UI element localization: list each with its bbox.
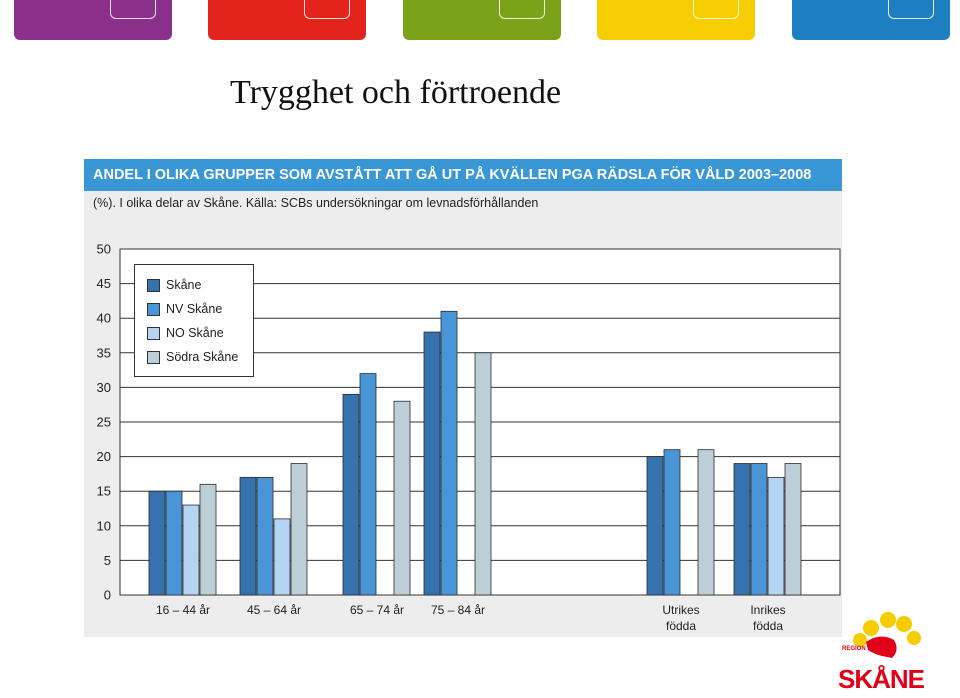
- bar: [290, 463, 308, 596]
- tab-notch: [499, 0, 545, 19]
- y-tick-label: 5: [104, 553, 111, 568]
- legend-label: Södra Skåne: [166, 350, 239, 364]
- bar: [697, 449, 715, 596]
- legend-item: NV Skåne: [147, 297, 253, 321]
- header-tab-blue: [792, 0, 950, 40]
- y-tick-label: 25: [97, 415, 111, 430]
- slide-title: Trygghet och förtroende: [230, 74, 562, 111]
- tab-notch: [693, 0, 739, 19]
- y-tick-label: 30: [97, 380, 111, 395]
- x-tick-label: Utrikes: [662, 603, 699, 617]
- bar: [767, 476, 785, 596]
- bar: [239, 476, 257, 596]
- bar: [393, 400, 411, 596]
- legend-label: Skåne: [166, 278, 202, 292]
- header-tab-red: [208, 0, 366, 40]
- bar: [359, 373, 377, 596]
- x-tick-label: 65 – 74 år: [350, 603, 404, 617]
- chart-banner-title: ANDEL I OLIKA GRUPPER SOM AVSTÅTT ATT GÅ…: [84, 159, 842, 191]
- y-tick-label: 20: [97, 449, 111, 464]
- legend-swatch: [147, 302, 160, 316]
- bar: [273, 518, 291, 596]
- bar: [663, 449, 681, 596]
- bar-chart: 0 5 10 15 20 25 30 35 40 45 50 16 – 44 år 45 – 64 år…: [97, 242, 841, 633]
- bar: [750, 463, 768, 596]
- x-tick-label: födda: [753, 619, 783, 633]
- bar: [342, 393, 360, 596]
- griffin-icon: [866, 636, 897, 658]
- sun-rays-icon: [853, 612, 921, 647]
- x-tick-label: 75 – 84 år: [431, 603, 485, 617]
- bar: [256, 476, 274, 596]
- chart-legend: Skåne NV Skåne NO Skåne Södra Skåne: [134, 264, 254, 377]
- legend-item: Skåne: [147, 273, 253, 297]
- legend-swatch: [147, 278, 160, 292]
- logo-region-label: REGION: [842, 646, 866, 652]
- header-tab-green: [403, 0, 561, 40]
- chart-subtitle: (%). I olika delar av Skåne. Källa: SCBs…: [93, 196, 539, 210]
- x-tick-label: 16 – 44 år: [156, 603, 210, 617]
- legend-label: NO Skåne: [166, 326, 224, 340]
- tab-notch: [888, 0, 934, 19]
- y-tick-label: 15: [97, 484, 111, 499]
- header-tab-yellow: [597, 0, 755, 40]
- legend-item: NO Skåne: [147, 321, 253, 345]
- legend-swatch: [147, 350, 160, 364]
- bar: [733, 463, 751, 596]
- y-tick-label: 0: [104, 588, 111, 603]
- legend-item: Södra Skåne: [147, 345, 253, 369]
- legend-swatch: [147, 326, 160, 340]
- x-tick-label: födda: [666, 619, 696, 633]
- bar: [182, 504, 200, 596]
- bar: [784, 463, 802, 596]
- tab-notch: [304, 0, 350, 19]
- x-tick-label: 45 – 64 år: [247, 603, 301, 617]
- bar: [440, 310, 458, 596]
- y-tick-label: 50: [97, 242, 111, 257]
- x-tick-label: Inrikes: [750, 603, 785, 617]
- y-tick-label: 40: [97, 311, 111, 326]
- header-tab-purple: [14, 0, 172, 40]
- y-tick-label: 35: [97, 345, 111, 360]
- bar: [148, 490, 166, 596]
- y-tick-label: 10: [97, 518, 111, 533]
- bar: [423, 331, 441, 596]
- logo-skane-wordmark: SKÅNE: [838, 664, 925, 694]
- legend-label: NV Skåne: [166, 302, 223, 316]
- bar: [474, 352, 492, 596]
- tab-notch: [110, 0, 156, 19]
- y-tick-label: 45: [97, 276, 111, 291]
- bar: [199, 483, 217, 596]
- bar: [165, 490, 183, 596]
- bar: [646, 456, 664, 596]
- region-skane-logo: [853, 612, 921, 658]
